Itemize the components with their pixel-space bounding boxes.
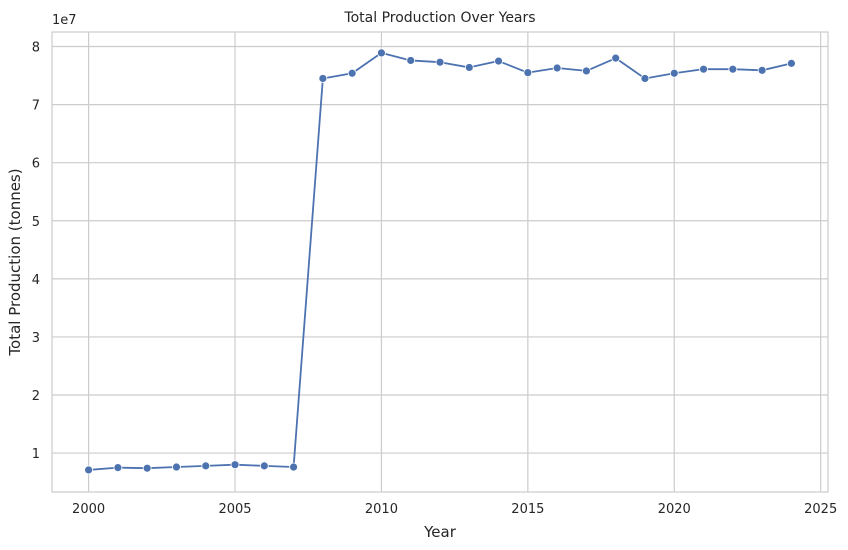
- y-tick-label: 5: [32, 215, 40, 230]
- data-point: [113, 463, 123, 473]
- y-tick-label: 1: [32, 447, 40, 462]
- y-tick-label: 8: [32, 41, 40, 56]
- x-tick-label: 2005: [218, 502, 251, 517]
- data-point: [142, 463, 152, 473]
- data-point: [669, 68, 679, 78]
- y-tick-label: 4: [32, 273, 40, 288]
- x-axis-ticks: 2000 2005 2010 2015 2020 2025: [72, 502, 837, 517]
- data-point: [435, 57, 445, 67]
- data-point: [347, 68, 357, 78]
- y-axis-offset-label: 1e7: [52, 13, 77, 28]
- data-point: [640, 74, 650, 83]
- data-point: [582, 66, 591, 76]
- data-point: [172, 462, 181, 472]
- data-point: [494, 56, 503, 66]
- y-axis-ticks: 1 2 3 4 5 6 7 8: [32, 41, 40, 463]
- data-point: [289, 462, 298, 472]
- data-point: [728, 64, 738, 74]
- data-point: [230, 460, 240, 470]
- data-point: [611, 53, 621, 63]
- grid-lines: [52, 32, 828, 492]
- y-tick-label: 7: [32, 99, 40, 114]
- data-point: [84, 465, 94, 475]
- series-line: [88, 52, 792, 471]
- x-tick-label: 2010: [365, 502, 398, 517]
- series-layer: [84, 48, 796, 475]
- data-point: [552, 63, 562, 73]
- x-tick-label: 2000: [72, 502, 105, 517]
- data-point: [377, 48, 386, 58]
- y-tick-label: 2: [32, 389, 40, 404]
- data-point: [259, 461, 269, 471]
- data-point: [523, 68, 533, 78]
- y-axis-label: Total Production (tonnes): [6, 168, 24, 356]
- data-point: [699, 64, 708, 74]
- y-tick-label: 6: [32, 157, 40, 172]
- x-tick-label: 2015: [511, 502, 544, 517]
- data-point: [201, 461, 211, 471]
- data-point: [757, 65, 767, 75]
- data-point: [464, 63, 474, 72]
- data-point: [318, 74, 328, 83]
- data-point: [406, 56, 416, 65]
- x-axis-label: Year: [423, 523, 457, 541]
- y-tick-label: 3: [32, 331, 40, 346]
- data-point: [786, 58, 796, 68]
- x-tick-label: 2020: [658, 502, 691, 517]
- plot-frame: [51, 31, 829, 493]
- chart-title: Total Production Over Years: [343, 10, 535, 26]
- x-tick-label: 2025: [804, 502, 837, 517]
